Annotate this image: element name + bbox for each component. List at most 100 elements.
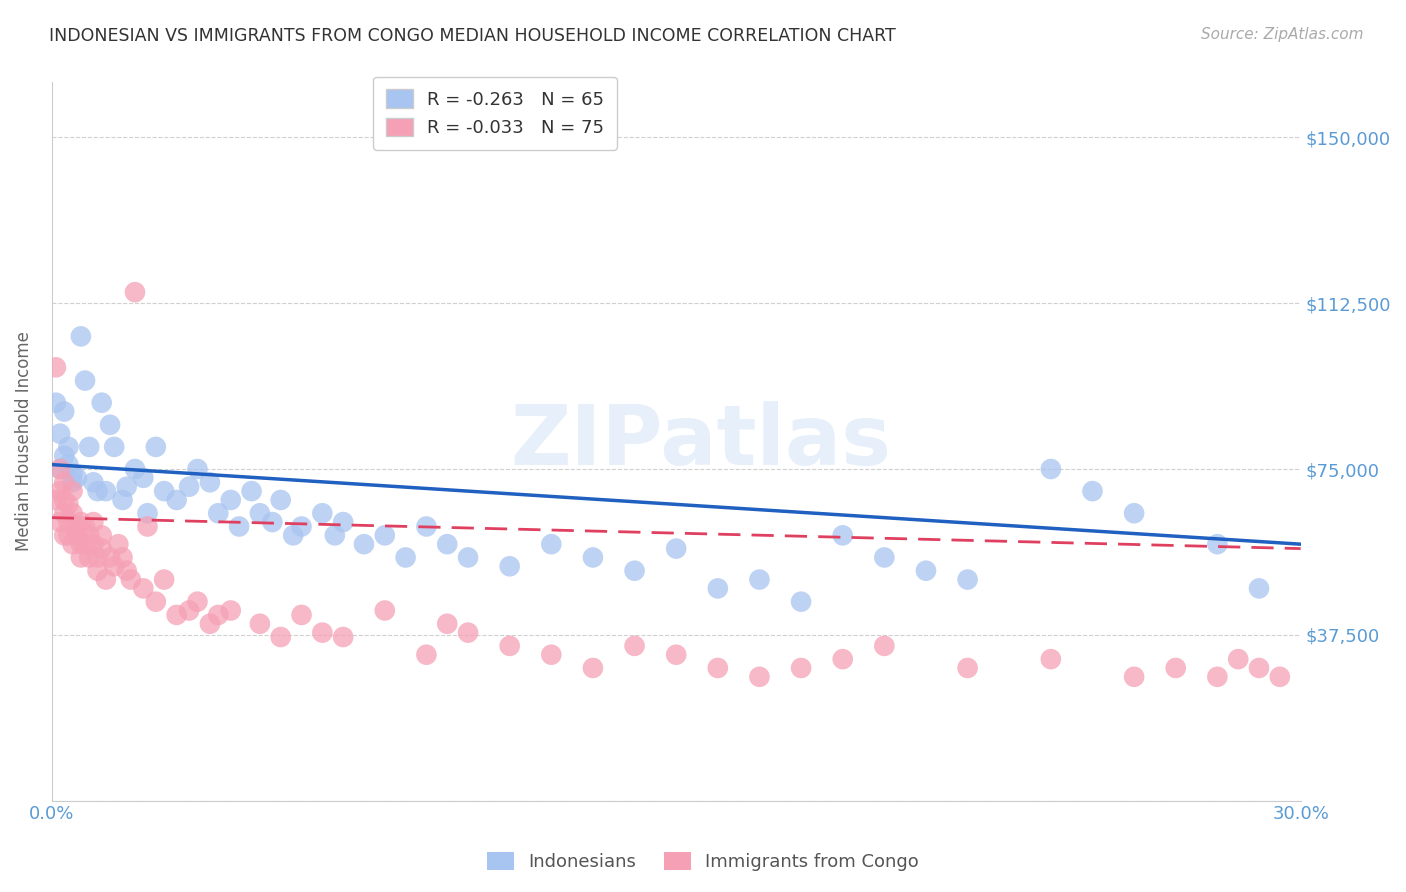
Point [219,493,242,508]
Point [707,582,730,596]
Point [707,661,730,675]
Legend: Indonesians, Immigrants from Congo: Indonesians, Immigrants from Congo [479,845,927,879]
Point [353,537,375,551]
Point [124,285,146,300]
Point [115,564,138,578]
Point [332,630,354,644]
Point [111,493,134,508]
Point [86,564,108,578]
Point [82,475,104,490]
Point [623,564,645,578]
Point [70,329,93,343]
Point [436,537,458,551]
Point [90,528,112,542]
Point [499,559,522,574]
Point [70,550,93,565]
Point [73,537,96,551]
Point [58,515,80,529]
Point [53,528,76,542]
Point [53,493,76,508]
Point [219,603,242,617]
Point [53,404,76,418]
Legend: R = -0.263   N = 65, R = -0.033   N = 75: R = -0.263 N = 65, R = -0.033 N = 75 [373,77,617,150]
Point [49,426,72,441]
Point [831,652,853,666]
Point [374,603,396,617]
Point [98,417,121,432]
Point [62,484,84,499]
Point [77,528,100,542]
Point [86,550,108,565]
Point [415,648,437,662]
Point [436,616,458,631]
Point [1123,506,1146,520]
Point [394,550,416,565]
Point [179,603,201,617]
Point [90,395,112,409]
Point [66,519,89,533]
Point [915,564,938,578]
Point [1039,652,1062,666]
Point [98,550,121,565]
Point [53,506,76,520]
Point [136,506,159,520]
Point [457,625,479,640]
Point [62,475,84,490]
Text: Source: ZipAtlas.com: Source: ZipAtlas.com [1201,27,1364,42]
Point [249,506,271,520]
Point [198,475,221,490]
Point [1039,462,1062,476]
Point [73,374,96,388]
Point [540,648,562,662]
Point [145,595,167,609]
Point [262,515,284,529]
Point [956,661,979,675]
Point [283,528,305,542]
Point [120,573,142,587]
Point [1206,537,1229,551]
Point [77,440,100,454]
Point [290,519,312,533]
Point [153,484,176,499]
Text: ZIPatlas: ZIPatlas [510,401,891,482]
Point [831,528,853,542]
Point [207,506,229,520]
Point [58,497,80,511]
Point [166,607,188,622]
Point [1164,661,1187,675]
Point [111,550,134,565]
Point [228,519,250,533]
Point [1227,652,1250,666]
Point [132,582,155,596]
Point [53,475,76,490]
Point [623,639,645,653]
Point [166,493,188,508]
Point [132,471,155,485]
Point [873,550,896,565]
Point [179,480,201,494]
Point [62,467,84,481]
Point [415,519,437,533]
Point [748,670,770,684]
Point [115,480,138,494]
Point [49,462,72,476]
Point [207,607,229,622]
Point [198,616,221,631]
Point [77,550,100,565]
Point [582,550,605,565]
Point [66,528,89,542]
Point [540,537,562,551]
Point [582,661,605,675]
Point [1123,670,1146,684]
Point [58,440,80,454]
Point [153,573,176,587]
Point [45,493,67,508]
Point [82,537,104,551]
Point [748,573,770,587]
Text: INDONESIAN VS IMMIGRANTS FROM CONGO MEDIAN HOUSEHOLD INCOME CORRELATION CHART: INDONESIAN VS IMMIGRANTS FROM CONGO MEDI… [49,27,896,45]
Point [45,395,67,409]
Point [58,458,80,472]
Point [1206,670,1229,684]
Point [107,537,129,551]
Point [665,541,688,556]
